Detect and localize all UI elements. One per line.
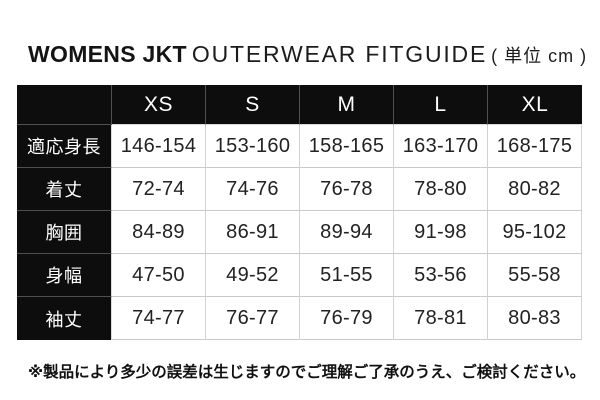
title-brand: WOMENS JKT xyxy=(28,41,187,67)
disclaimer-note: ※製品により多少の誤差は生じますのでご理解ご了承のうえ、ご検討ください。 xyxy=(28,364,586,381)
table-row: 胸囲 84-89 86-91 89-94 91-98 95-102 xyxy=(17,211,582,254)
size-value-cell: 49-52 xyxy=(206,254,300,297)
size-value-cell: 80-82 xyxy=(488,168,582,211)
size-value-cell: 74-76 xyxy=(206,168,300,211)
title-product: OUTERWEAR FITGUIDE xyxy=(191,41,488,67)
column-header-xl: XL xyxy=(488,85,582,125)
row-label-body-length: 着丈 xyxy=(17,168,112,211)
header-row: XS S M L XL xyxy=(17,85,582,125)
column-header-xs: XS xyxy=(112,85,206,125)
column-header-m: M xyxy=(300,85,394,125)
size-value-cell: 55-58 xyxy=(488,254,582,297)
size-value-cell: 78-81 xyxy=(394,297,488,340)
table-row: 着丈 72-74 74-76 76-78 78-80 80-82 xyxy=(17,168,582,211)
size-value-cell: 89-94 xyxy=(300,211,394,254)
row-label-sleeve-length: 袖丈 xyxy=(17,297,112,340)
size-value-cell: 76-77 xyxy=(206,297,300,340)
size-value-cell: 163-170 xyxy=(394,125,488,168)
size-value-cell: 146-154 xyxy=(112,125,206,168)
column-header-l: L xyxy=(394,85,488,125)
table-row: 適応身長 146-154 153-160 158-165 163-170 168… xyxy=(17,125,582,168)
size-value-cell: 168-175 xyxy=(488,125,582,168)
size-value-cell: 80-83 xyxy=(488,297,582,340)
size-value-cell: 76-78 xyxy=(300,168,394,211)
table-row: 袖丈 74-77 76-77 76-79 78-81 80-83 xyxy=(17,297,582,340)
size-value-cell: 158-165 xyxy=(300,125,394,168)
size-chart-table: XS S M L XL 適応身長 146-154 153-160 158-165… xyxy=(17,85,582,340)
size-value-cell: 72-74 xyxy=(112,168,206,211)
size-value-cell: 84-89 xyxy=(112,211,206,254)
size-value-cell: 53-56 xyxy=(394,254,488,297)
size-value-cell: 78-80 xyxy=(394,168,488,211)
size-value-cell: 95-102 xyxy=(488,211,582,254)
row-label-body-width: 身幅 xyxy=(17,254,112,297)
size-value-cell: 47-50 xyxy=(112,254,206,297)
size-value-cell: 153-160 xyxy=(206,125,300,168)
table-row: 身幅 47-50 49-52 51-55 53-56 55-58 xyxy=(17,254,582,297)
corner-cell xyxy=(17,85,112,125)
size-value-cell: 51-55 xyxy=(300,254,394,297)
size-value-cell: 91-98 xyxy=(394,211,488,254)
page-title: WOMENS JKT OUTERWEAR FITGUIDE( 単位 cm ) xyxy=(28,41,587,71)
size-value-cell: 86-91 xyxy=(206,211,300,254)
size-value-cell: 74-77 xyxy=(112,297,206,340)
size-value-cell: 76-79 xyxy=(300,297,394,340)
column-header-s: S xyxy=(206,85,300,125)
title-unit: ( 単位 cm ) xyxy=(491,46,588,66)
row-label-fit-height: 適応身長 xyxy=(17,125,112,168)
row-label-chest: 胸囲 xyxy=(17,211,112,254)
